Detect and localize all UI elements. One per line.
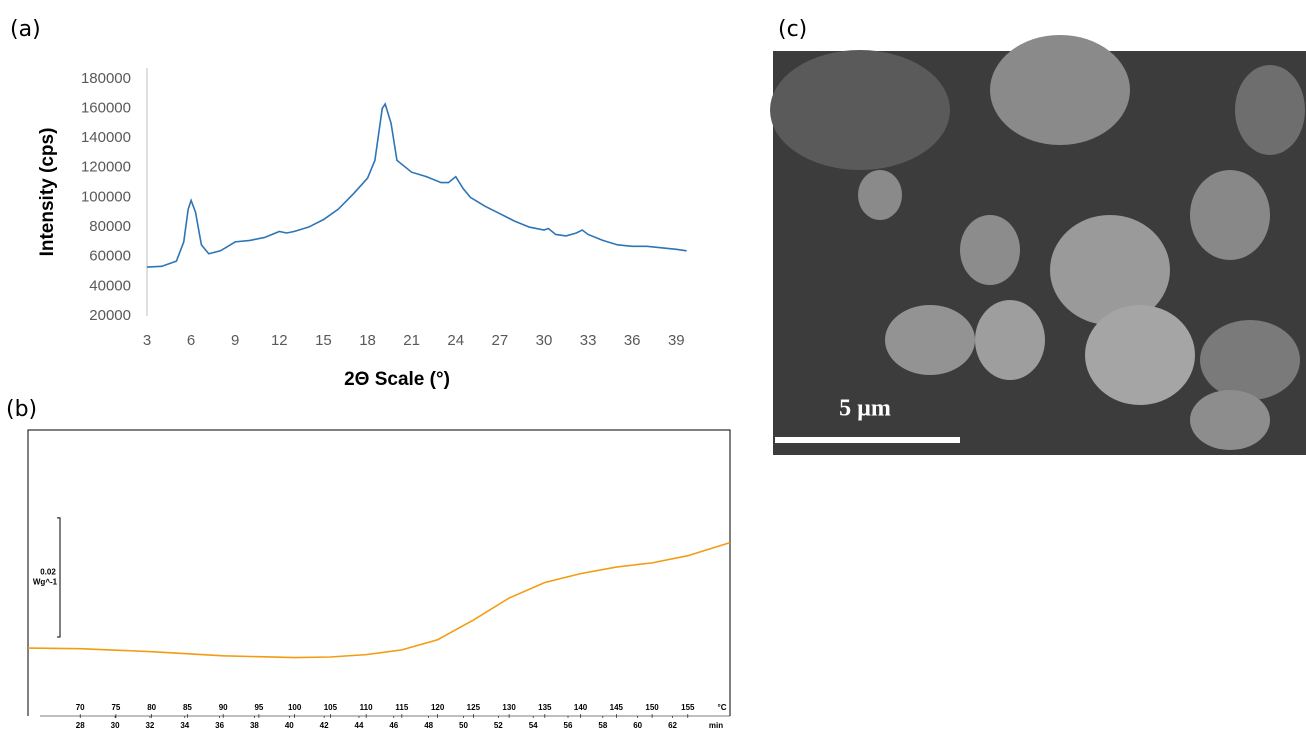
x-tick-label: 30 (536, 332, 553, 349)
scale-bar (57, 517, 61, 638)
x-tick-label: 115 (395, 703, 408, 712)
x-tick-label: 70 (76, 703, 85, 712)
x-tick-label: 21 (403, 332, 420, 349)
particle (990, 35, 1130, 145)
y-tick-label: 80000 (89, 218, 131, 235)
x2-tick-label: 28 (76, 721, 85, 729)
x2-tick-label: 46 (389, 721, 398, 729)
x2-tick-label: 48 (424, 721, 433, 729)
particle (1200, 320, 1300, 400)
x2-tick-label: 52 (494, 721, 503, 729)
plot-frame (27, 429, 731, 716)
panel-label: (a) (10, 17, 41, 42)
x2-tick-label: 32 (145, 721, 154, 729)
scale-bar-label: 5 µm (839, 396, 891, 422)
y-tick-label: 140000 (81, 129, 131, 146)
x2-tick-label: 54 (529, 721, 538, 729)
x-tick-label: 130 (502, 703, 516, 712)
x-tick-label: 12 (271, 332, 288, 349)
panel-label: (c) (778, 17, 807, 42)
x-tick-label: 95 (254, 703, 263, 712)
y-axis-title: Intensity (cps) (37, 128, 58, 257)
x-tick-label: 6 (187, 332, 195, 349)
x-tick-label: 85 (183, 703, 192, 712)
y-tick-label: 20000 (89, 307, 131, 324)
x2-tick-label: 60 (633, 721, 642, 729)
x-tick-label: 18 (359, 332, 376, 349)
particle (770, 50, 950, 170)
particle (1190, 170, 1270, 260)
x-tick-label: 90 (219, 703, 228, 712)
sem-image: 5 µm (770, 35, 1306, 455)
x2-tick-label: 30 (111, 721, 120, 729)
particle (858, 170, 902, 220)
x2-tick-label: 50 (459, 721, 468, 729)
x2-tick-label: 44 (355, 721, 364, 729)
x-tick-label: 27 (492, 332, 509, 349)
particle (1085, 305, 1195, 405)
scale-bar-value: 0.02 (40, 568, 56, 577)
x-tick-label: 24 (447, 332, 464, 349)
x2-tick-label: 62 (668, 721, 677, 729)
x-tick-label: 145 (610, 703, 624, 712)
x2-tick-label: 40 (285, 721, 294, 729)
data-line (27, 541, 731, 659)
y-tick-label: 100000 (81, 188, 131, 205)
x-tick-label: 39 (668, 332, 685, 349)
panel-label: (b) (6, 397, 37, 422)
y-tick-label: 160000 (81, 99, 131, 116)
particle (960, 215, 1020, 285)
particle (1235, 65, 1305, 155)
x-tick-label: 36 (624, 332, 641, 349)
x-tick-label: 80 (147, 703, 156, 712)
x-tick-label: 125 (467, 703, 481, 712)
x-tick-label: 120 (431, 703, 445, 712)
x-tick-label: 150 (645, 703, 659, 712)
x2-tick-label: 38 (250, 721, 259, 729)
x2-tick-label: 34 (180, 721, 189, 729)
x2-tick-label: 58 (598, 721, 607, 729)
x-tick-label: 75 (111, 703, 120, 712)
x-tick-label: 135 (538, 703, 552, 712)
x2-axis-unit: min (709, 721, 723, 729)
y-tick-label: 120000 (81, 159, 131, 176)
particle (1190, 390, 1270, 450)
x2-tick-label: 36 (215, 721, 224, 729)
x2-tick-label: 42 (320, 721, 329, 729)
x-tick-label: 140 (574, 703, 588, 712)
x-tick-label: 3 (143, 332, 151, 349)
y-tick-label: 40000 (89, 277, 131, 294)
x-axis-unit: °C (718, 703, 727, 712)
y-tick-label: 180000 (81, 70, 131, 87)
particle (975, 300, 1045, 380)
scale-bar-unit: Wg^-1 (33, 578, 58, 587)
x-tick-label: 155 (681, 703, 695, 712)
x-axis-title: 2Θ Scale (°) (344, 369, 450, 390)
x-tick-label: 100 (288, 703, 302, 712)
data-line (146, 102, 687, 268)
x2-tick-label: 56 (564, 721, 573, 729)
particle (1050, 215, 1170, 325)
x-tick-label: 110 (360, 703, 373, 712)
x-tick-label: 105 (324, 703, 338, 712)
x-tick-label: 15 (315, 332, 332, 349)
y-tick-label: 60000 (89, 248, 131, 265)
x-tick-label: 33 (580, 332, 597, 349)
particle (885, 305, 975, 375)
x-tick-label: 9 (231, 332, 239, 349)
